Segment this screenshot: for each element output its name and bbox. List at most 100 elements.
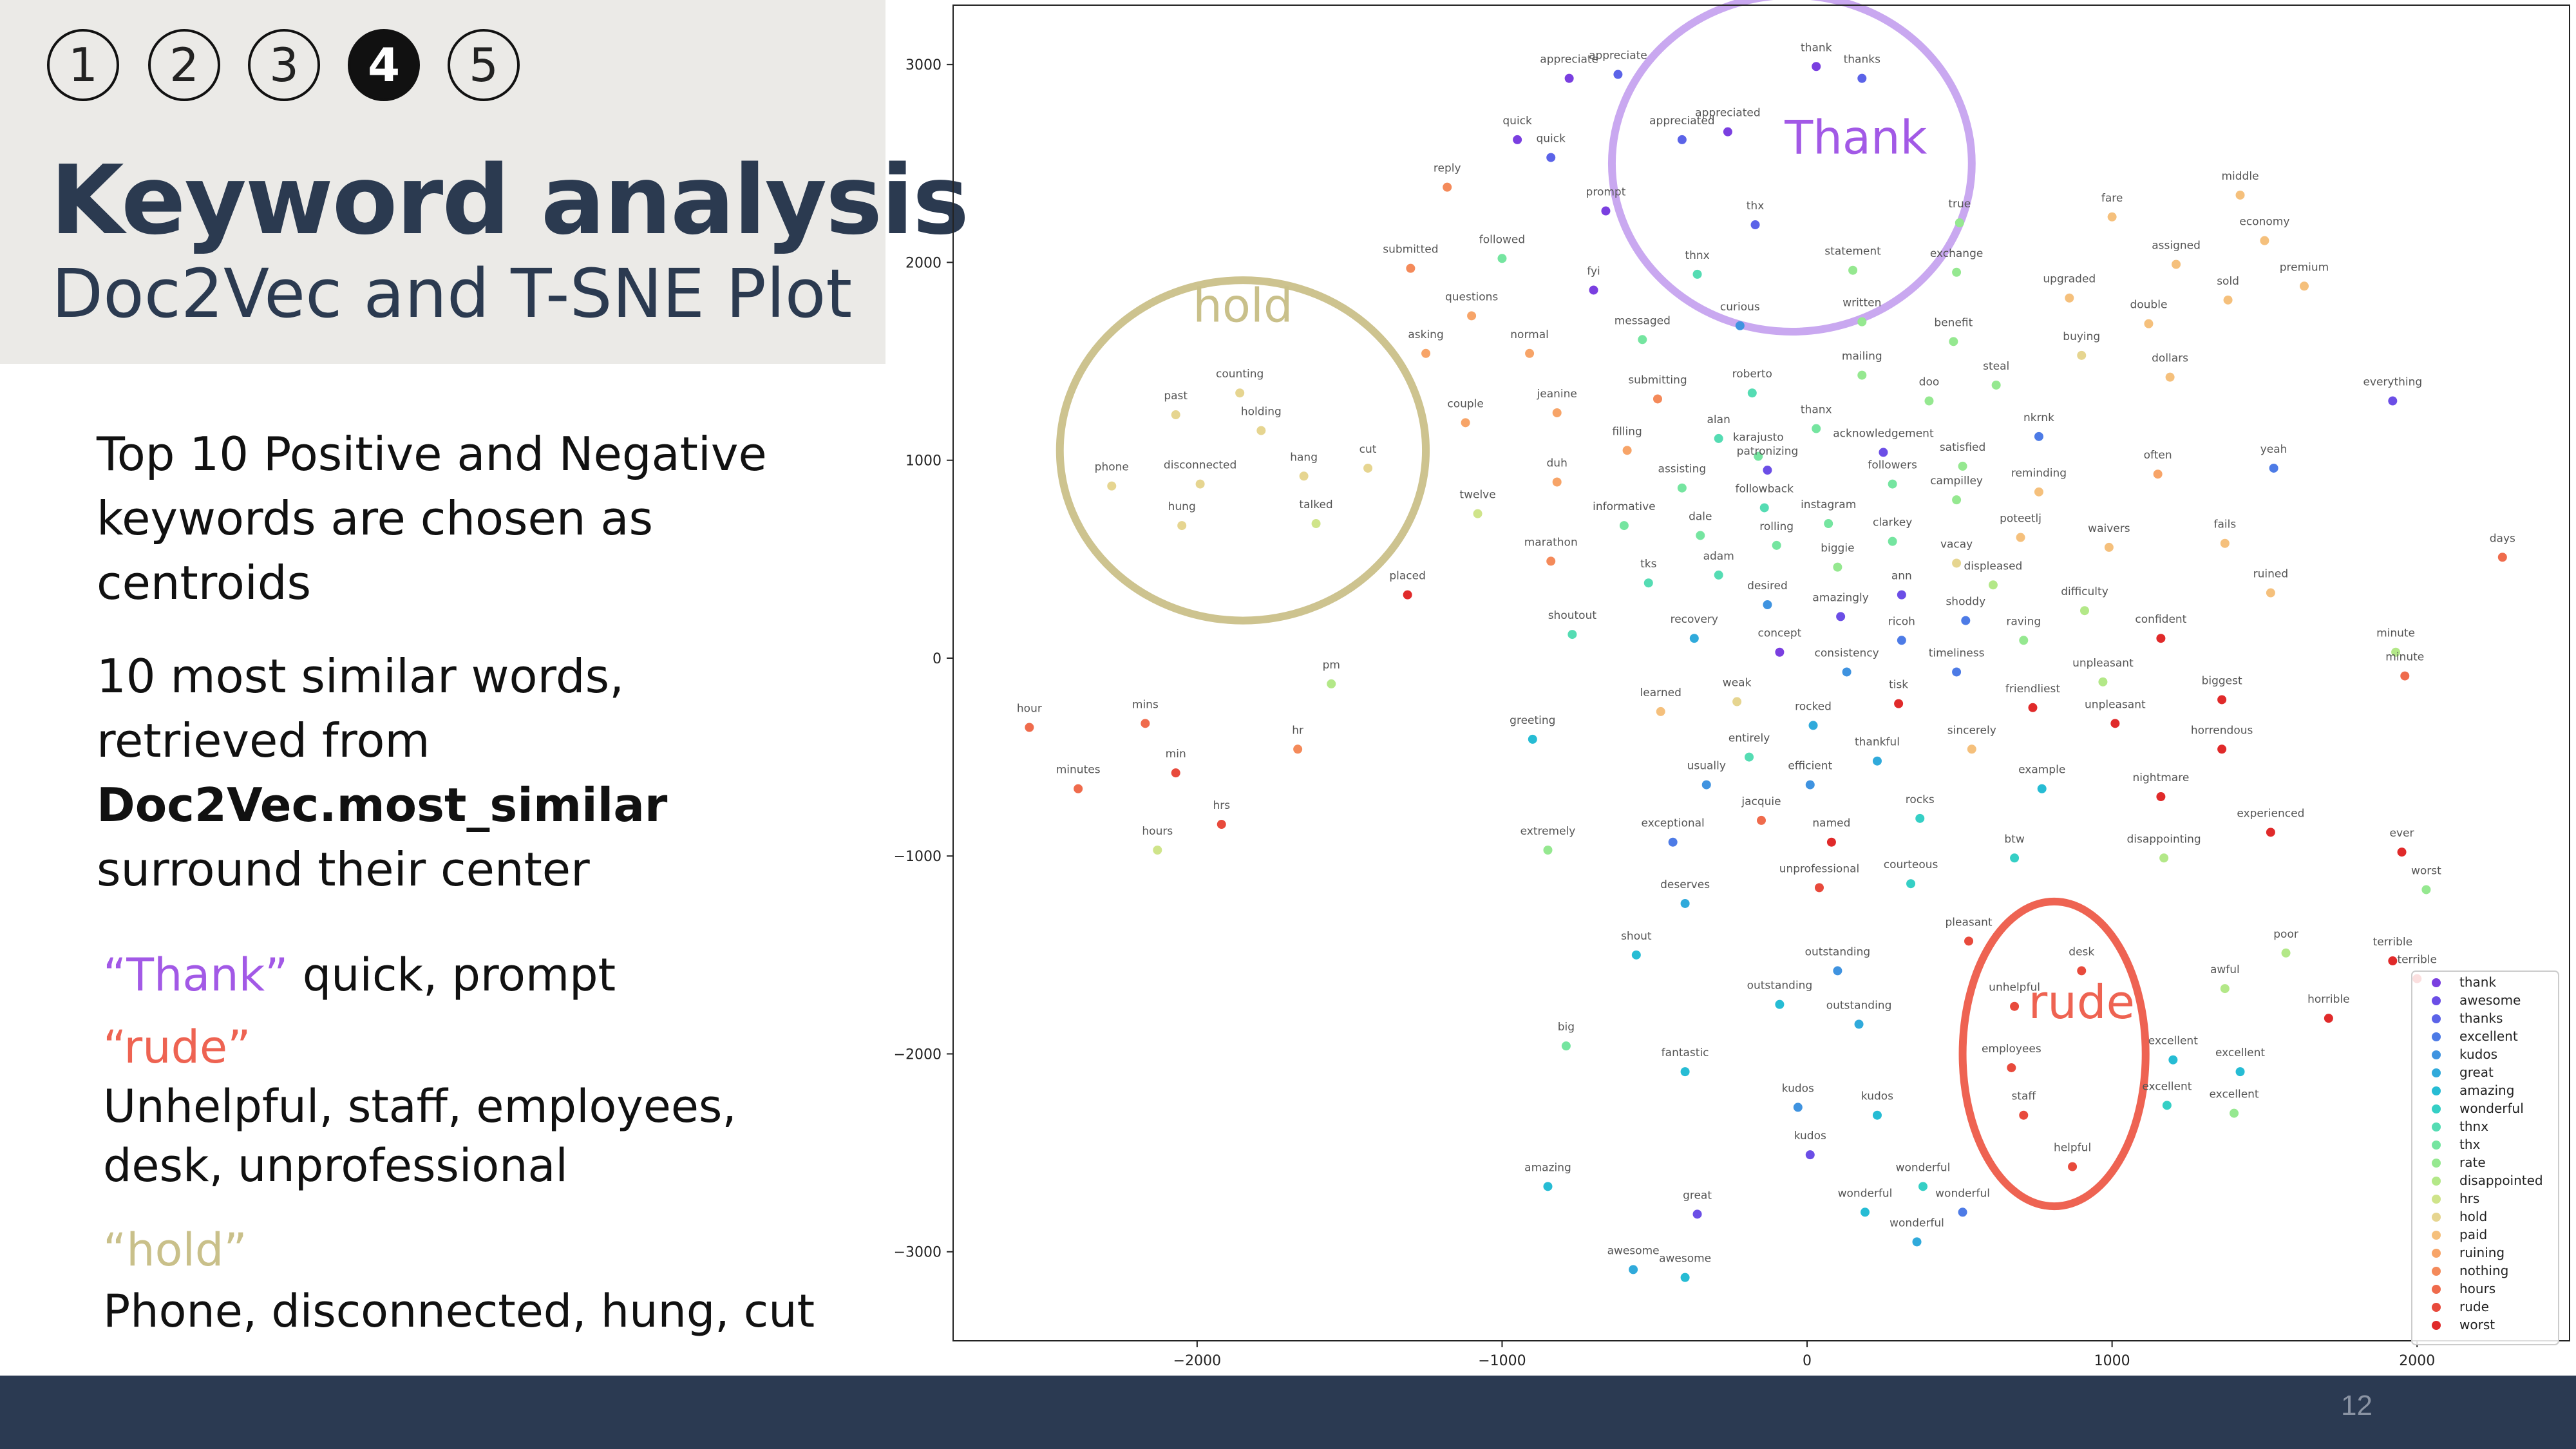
legend-marker-19 <box>2432 1321 2441 1330</box>
point-label-146: wonderful <box>1838 1187 1893 1200</box>
point-label-5: appreciated <box>1695 107 1760 120</box>
point-label-27: upgraded <box>2043 273 2096 286</box>
point-22 <box>1857 370 1867 380</box>
point-label-157: disconnected <box>1164 459 1236 472</box>
legend-label-10: rate <box>2459 1155 2486 1170</box>
point-label-55: worst <box>2411 864 2441 877</box>
y-tick-label-6: −3000 <box>894 1245 942 1261</box>
step-1[interactable]: 1 <box>47 29 119 101</box>
point-144 <box>1918 1182 1927 1191</box>
point-103 <box>2019 636 2029 645</box>
point-label-51: horrendous <box>2191 724 2253 737</box>
point-126 <box>1906 879 1916 889</box>
point-84 <box>1824 519 1833 529</box>
step-2[interactable]: 2 <box>148 29 220 101</box>
point-label-165: hr <box>1292 724 1303 737</box>
point-label-137: fantastic <box>1662 1046 1709 1059</box>
point-139 <box>1793 1103 1803 1112</box>
point-label-156: phone <box>1095 461 1129 474</box>
point-label-66: couple <box>1447 397 1484 410</box>
point-110 <box>1894 699 1904 708</box>
point-label-125: unprofessional <box>1779 862 1860 875</box>
point-78 <box>1763 466 1772 475</box>
point-94 <box>1763 600 1772 609</box>
point-label-56: terrible <box>2373 936 2413 949</box>
point-label-78: patronizing <box>1737 445 1799 458</box>
legend-marker-4 <box>2432 1050 2441 1059</box>
point-72 <box>1622 446 1632 455</box>
point-104 <box>1842 667 1852 677</box>
point-130 <box>2077 966 2087 976</box>
y-tick-label-2: 1000 <box>905 453 942 469</box>
step-3[interactable]: 3 <box>248 29 320 101</box>
point-label-144: wonderful <box>1896 1161 1951 1174</box>
point-label-130: desk <box>2069 945 2094 958</box>
legend-label-8: thnx <box>2459 1119 2488 1134</box>
point-label-91: adam <box>1703 550 1734 563</box>
legend-label-7: wonderful <box>2459 1101 2524 1116</box>
point-17 <box>1525 348 1535 358</box>
point-label-36: steal <box>1983 360 2009 373</box>
x-tick-label-3: 1000 <box>2094 1353 2130 1369</box>
legend-label-2: thanks <box>2459 1010 2503 1026</box>
point-34 <box>2077 350 2087 360</box>
point-117 <box>1805 780 1815 790</box>
point-label-166: min <box>1166 748 1186 761</box>
point-label-83: dale <box>1689 510 1712 523</box>
point-label-163: hour <box>1017 702 1042 715</box>
legend-marker-15 <box>2432 1249 2441 1258</box>
point-2 <box>1613 70 1623 79</box>
point-28 <box>2172 260 2181 269</box>
point-label-59: poor <box>2273 928 2298 941</box>
point-label-50: biggest <box>2202 674 2242 687</box>
point-label-74: acknowledgement <box>1833 427 1934 440</box>
point-15 <box>1467 311 1477 321</box>
x-tick-label-0: −2000 <box>1173 1353 1221 1369</box>
point-1 <box>1857 73 1867 83</box>
point-label-21: written <box>1842 297 1881 310</box>
point-label-96: difficulty <box>2061 585 2108 598</box>
page-number: 12 <box>2341 1390 2372 1421</box>
point-label-123: btw <box>2004 833 2024 846</box>
point-label-92: tks <box>1640 558 1657 571</box>
point-7 <box>1546 153 1556 162</box>
point-label-104: consistency <box>1814 647 1879 659</box>
point-label-4: appreciated <box>1649 115 1714 128</box>
legend-label-16: nothing <box>2459 1263 2508 1278</box>
point-158 <box>1177 521 1187 531</box>
point-label-64: excellent <box>2210 1088 2259 1101</box>
point-label-38: nkrnk <box>2023 412 2054 424</box>
point-68 <box>1653 394 1662 404</box>
point-label-100: recovery <box>1671 613 1718 626</box>
point-label-147: wonderful <box>1935 1187 1990 1200</box>
point-46 <box>2266 588 2275 598</box>
point-label-88: vacay <box>1940 538 1973 551</box>
step-4[interactable]: 4 <box>348 29 420 101</box>
point-69 <box>1747 388 1757 398</box>
point-138 <box>2019 1110 2029 1120</box>
step-5[interactable]: 5 <box>448 29 520 101</box>
legend-marker-18 <box>2432 1303 2441 1312</box>
point-90 <box>1546 556 1556 566</box>
point-label-153: holding <box>1241 406 1282 419</box>
legend-label-19: worst <box>2459 1317 2495 1332</box>
point-label-118: example <box>2018 764 2065 777</box>
point-label-1: thanks <box>1844 53 1880 66</box>
cluster-annotations: Thank hold rude <box>1056 0 2150 1211</box>
point-85 <box>1888 536 1897 546</box>
point-96 <box>2080 606 2089 616</box>
cluster-label-1: hold <box>1193 279 1293 333</box>
point-label-126: courteous <box>1884 858 1938 871</box>
point-label-122: named <box>1812 817 1850 830</box>
legend-marker-5 <box>2432 1068 2441 1077</box>
point-5 <box>1723 127 1732 137</box>
point-106 <box>2098 677 2108 687</box>
point-label-18: messaged <box>1615 314 1671 327</box>
legend-marker-11 <box>2432 1177 2441 1186</box>
bullet-most-similar-text-end: surround their center <box>97 842 590 896</box>
point-label-24: exchange <box>1930 247 1984 260</box>
point-label-155: cut <box>1359 443 1377 456</box>
point-label-61: excellent <box>2148 1035 2198 1048</box>
point-43 <box>2104 542 2114 552</box>
